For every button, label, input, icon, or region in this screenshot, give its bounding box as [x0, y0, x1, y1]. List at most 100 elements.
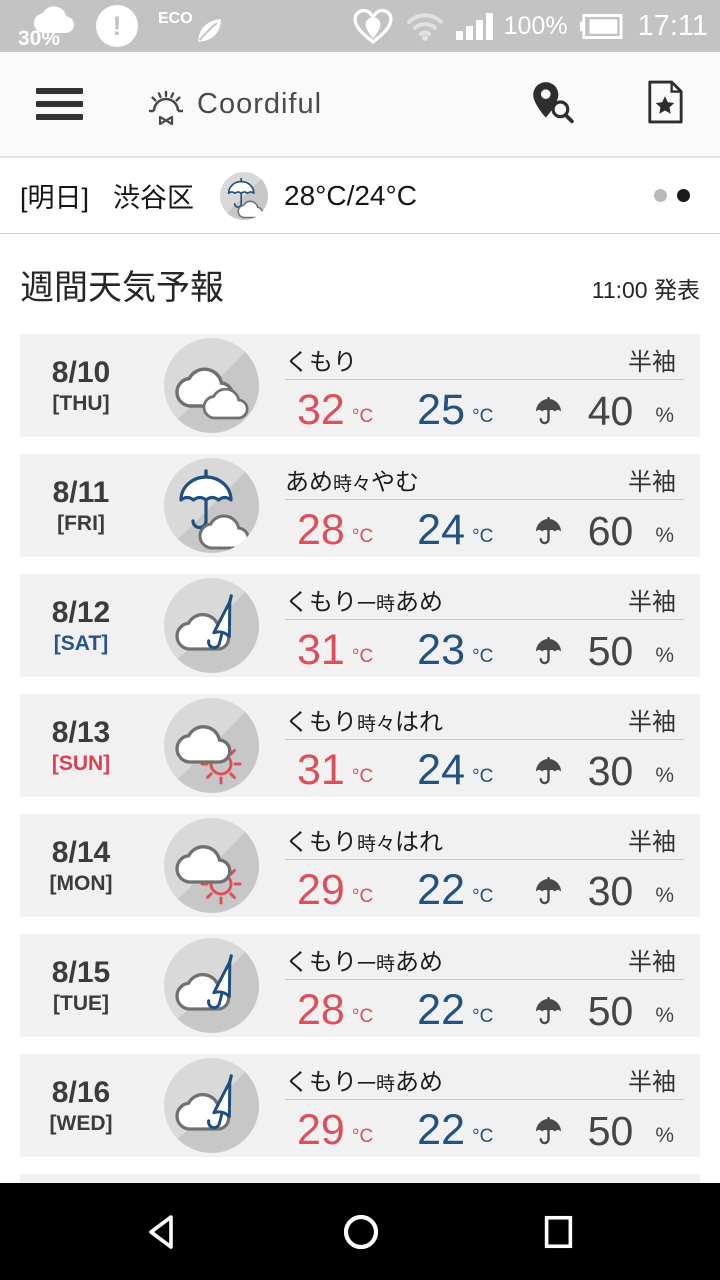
row-day: [FRI] — [57, 511, 105, 535]
row-low-temp: 22 — [417, 986, 466, 1035]
row-outfit-label: 半袖 — [628, 709, 676, 737]
row-day: [SAT] — [53, 631, 109, 655]
cloud-closed-umbrella-icon — [164, 578, 259, 673]
row-description: くもり — [285, 349, 357, 377]
battery-percent: 100% — [503, 11, 568, 40]
clouds-icon — [164, 338, 259, 433]
umbrella-icon — [535, 516, 561, 545]
low-temp-unit: °C — [472, 1005, 494, 1027]
row-high-temp: 32 — [297, 386, 345, 435]
row-day: [MON] — [49, 871, 113, 895]
row-low-temp: 25 — [417, 386, 466, 435]
row-day: [SUN] — [51, 751, 111, 775]
precipitation-group: 50 % — [535, 631, 678, 671]
location-search-icon[interactable] — [528, 79, 574, 130]
low-temp-unit: °C — [472, 765, 494, 787]
forecast-row[interactable]: 8/13 [SUN] くもり時々はれ 半袖 31 °C 24 °C — [20, 694, 700, 797]
status-time: 17:11 — [637, 9, 708, 42]
high-temp-unit: °C — [351, 645, 374, 667]
cloud-sun-icon — [164, 818, 259, 913]
umbrella-icon — [535, 876, 561, 905]
wifi-icon — [406, 13, 443, 41]
weather-cloud-notification: 30% — [12, 0, 86, 52]
row-date: 8/15 — [51, 955, 111, 989]
umbrella-icon — [535, 636, 561, 665]
app-header: Coordiful — [0, 52, 720, 158]
row-day: [THU] — [52, 391, 110, 415]
forecast-row[interactable]: 8/12 [SAT] くもり一時あめ 半袖 31 °C 23 °C — [20, 574, 700, 677]
row-description: くもり一時あめ — [285, 1069, 444, 1097]
tomorrow-summary-bar[interactable]: [明日] 渋谷区 28°C/24°C — [0, 158, 720, 234]
row-pop: 60 — [587, 507, 634, 554]
forecast-row[interactable]: 8/10 [THU] くもり 半袖 32 °C 25 °C — [20, 334, 700, 437]
tomorrow-label: [明日] — [20, 183, 90, 213]
low-temp-unit: °C — [472, 405, 494, 427]
next-row-partial[interactable] — [20, 1174, 700, 1183]
forecast-row[interactable]: 8/14 [MON] くもり時々はれ 半袖 29 °C 22 °C — [20, 814, 700, 917]
row-high-temp: 31 — [297, 746, 345, 795]
forecast-row[interactable]: 8/11 [FRI] あめ時々やむ 半袖 28 °C 24 °C — [20, 454, 700, 557]
row-description: くもり一時あめ — [285, 949, 444, 977]
recents-button[interactable] — [539, 1212, 577, 1252]
row-high-temp: 29 — [297, 866, 345, 915]
cloud-icon — [34, 6, 74, 33]
recents-square-icon — [544, 1215, 573, 1248]
high-temp-unit: °C — [351, 1125, 374, 1147]
date-column: 8/10 [THU] — [20, 356, 142, 416]
bookmark-star-icon[interactable] — [646, 80, 684, 129]
date-column: 8/12 [SAT] — [20, 596, 142, 656]
row-detail: くもり一時あめ 半袖 29 °C 22 °C 50 % — [285, 1060, 684, 1151]
row-pop: 50 — [587, 987, 634, 1034]
status-bar: 30% ! ECO 100% 17:11 — [0, 0, 720, 52]
high-temp-unit: °C — [351, 765, 374, 787]
row-high-temp: 28 — [297, 986, 345, 1035]
heart-pin-icon — [353, 8, 393, 44]
row-outfit-label: 半袖 — [628, 829, 676, 857]
row-outfit-label: 半袖 — [628, 469, 676, 497]
weekly-header: 週間天気予報 11:00 発表 — [0, 234, 720, 334]
alert-icon: ! — [96, 5, 138, 47]
menu-icon[interactable] — [36, 81, 83, 127]
page-dot-inactive[interactable] — [654, 189, 667, 202]
app-name: Coordiful — [197, 87, 323, 120]
weekly-issued-time: 11:00 発表 — [591, 277, 700, 303]
high-temp-unit: °C — [351, 405, 374, 427]
header-actions — [528, 79, 684, 130]
precipitation-group: 40 % — [535, 391, 678, 431]
cloud-sun-icon — [164, 698, 259, 793]
row-outfit-label: 半袖 — [628, 949, 676, 977]
precipitation-group: 50 % — [535, 987, 678, 1034]
row-outfit-label: 半袖 — [628, 349, 676, 377]
eco-label: ECO — [158, 9, 193, 27]
page-indicator — [654, 189, 690, 202]
umbrella-icon — [535, 1116, 561, 1145]
precipitation-group: 30 % — [535, 871, 678, 911]
tomorrow-location: 渋谷区 — [113, 183, 195, 213]
low-temp-unit: °C — [472, 525, 494, 547]
cloud-closed-umbrella-icon — [164, 938, 259, 1033]
row-day: [WED] — [49, 1111, 113, 1135]
page-dot-active[interactable] — [677, 189, 690, 202]
row-detail: くもり時々はれ 半袖 31 °C 24 °C 30 % — [285, 700, 684, 791]
row-description: あめ時々やむ — [285, 469, 420, 497]
row-high-temp: 28 — [297, 506, 345, 555]
back-triangle-icon — [149, 1214, 173, 1249]
android-navbar — [0, 1183, 720, 1280]
status-bar-right: 100% 17:11 — [352, 6, 708, 47]
row-description: くもり時々はれ — [285, 709, 444, 737]
app-logo[interactable]: Coordiful — [141, 81, 322, 127]
umbrella-cloud-icon — [164, 458, 259, 553]
row-low-temp: 24 — [417, 746, 466, 795]
date-column: 8/16 [WED] — [20, 1076, 142, 1136]
row-pop-unit: % — [655, 763, 674, 787]
home-button[interactable] — [341, 1212, 381, 1252]
row-pop: 50 — [587, 1107, 634, 1154]
cloud-closed-umbrella-icon — [164, 1058, 259, 1153]
forecast-row[interactable]: 8/15 [TUE] くもり一時あめ 半袖 28 °C 22 °C — [20, 934, 700, 1037]
tomorrow-temps: 28°C/24°C — [284, 179, 417, 211]
row-pop-unit: % — [655, 403, 674, 427]
row-low-temp: 22 — [417, 1106, 466, 1155]
forecast-row[interactable]: 8/16 [WED] くもり一時あめ 半袖 29 °C 22 °C — [20, 1054, 700, 1157]
back-button[interactable] — [143, 1212, 183, 1252]
row-date: 8/11 — [52, 475, 110, 509]
